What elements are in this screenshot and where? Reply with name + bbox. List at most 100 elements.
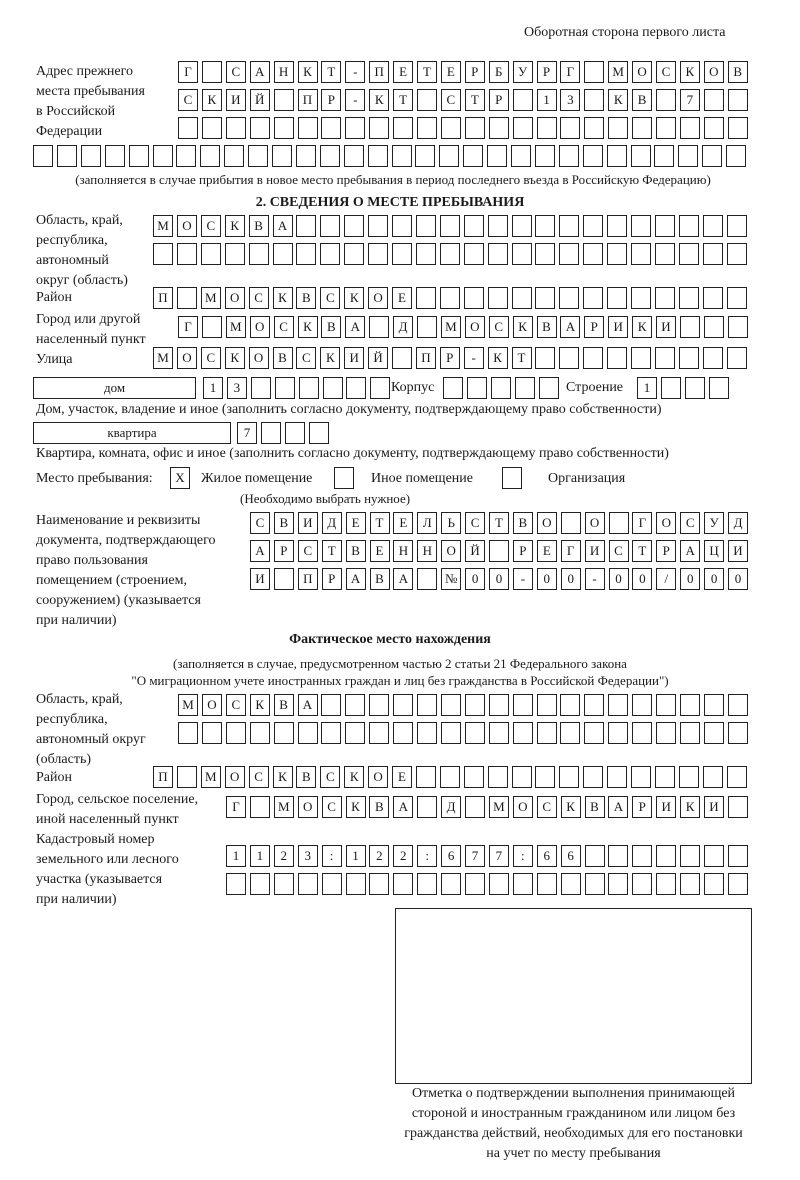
- char-cell[interactable]: [702, 287, 723, 309]
- char-cell[interactable]: [178, 117, 198, 139]
- char-cell[interactable]: Й: [368, 347, 389, 369]
- char-cell[interactable]: 7: [679, 89, 700, 111]
- char-cell[interactable]: 1: [249, 845, 270, 867]
- char-cell[interactable]: [560, 873, 581, 895]
- char-cell[interactable]: Д: [441, 796, 462, 818]
- char-cell[interactable]: [559, 766, 580, 788]
- char-cell[interactable]: Т: [393, 89, 414, 111]
- char-cell[interactable]: [558, 145, 579, 167]
- char-cell[interactable]: [393, 694, 414, 716]
- char-cell[interactable]: А: [345, 568, 366, 590]
- char-cell[interactable]: [584, 61, 605, 83]
- char-cell[interactable]: 2: [393, 845, 414, 867]
- char-cell[interactable]: [583, 287, 604, 309]
- char-cell[interactable]: С: [248, 287, 269, 309]
- char-cell[interactable]: [678, 287, 699, 309]
- char-cell[interactable]: В: [321, 316, 342, 338]
- char-cell[interactable]: М: [153, 347, 173, 369]
- char-cell[interactable]: [417, 873, 438, 895]
- char-cell[interactable]: [465, 873, 485, 895]
- char-cell[interactable]: Р: [584, 316, 605, 338]
- char-cell[interactable]: П: [153, 766, 173, 788]
- char-cell[interactable]: И: [656, 316, 676, 338]
- char-cell[interactable]: С: [656, 61, 676, 83]
- char-cell[interactable]: [345, 722, 366, 744]
- char-cell[interactable]: [273, 117, 294, 139]
- char-cell[interactable]: [224, 243, 245, 265]
- char-cell[interactable]: [512, 117, 533, 139]
- char-cell[interactable]: К: [272, 287, 293, 309]
- char-cell[interactable]: [392, 347, 412, 369]
- char-cell[interactable]: [631, 287, 651, 309]
- char-cell[interactable]: [512, 722, 533, 744]
- char-cell[interactable]: Т: [369, 512, 390, 534]
- char-cell[interactable]: [702, 766, 723, 788]
- char-cell[interactable]: [417, 796, 438, 818]
- char-cell[interactable]: [512, 89, 533, 111]
- char-cell[interactable]: С: [273, 316, 294, 338]
- char-cell[interactable]: [297, 117, 318, 139]
- char-cell[interactable]: М: [488, 796, 509, 818]
- char-cell[interactable]: Й: [249, 89, 270, 111]
- char-cell[interactable]: [656, 89, 676, 111]
- char-cell[interactable]: С: [440, 89, 461, 111]
- char-cell[interactable]: Н: [273, 61, 294, 83]
- char-cell[interactable]: О: [368, 287, 389, 309]
- char-cell[interactable]: [511, 766, 532, 788]
- char-cell[interactable]: В: [369, 568, 390, 590]
- char-cell[interactable]: С: [296, 347, 317, 369]
- char-cell[interactable]: [274, 377, 295, 399]
- char-cell[interactable]: [490, 377, 511, 399]
- char-cell[interactable]: [511, 287, 532, 309]
- char-cell[interactable]: [369, 694, 390, 716]
- char-cell[interactable]: [464, 722, 485, 744]
- char-cell[interactable]: [200, 145, 221, 167]
- char-cell[interactable]: [583, 766, 604, 788]
- char-cell[interactable]: О: [441, 540, 462, 562]
- char-cell[interactable]: [489, 540, 509, 562]
- char-cell[interactable]: А: [393, 796, 414, 818]
- char-cell[interactable]: Р: [273, 540, 294, 562]
- char-cell[interactable]: [727, 873, 748, 895]
- char-cell[interactable]: [201, 722, 222, 744]
- char-cell[interactable]: [656, 845, 677, 867]
- char-cell[interactable]: [487, 243, 508, 265]
- char-cell[interactable]: [512, 873, 533, 895]
- char-cell[interactable]: [249, 722, 270, 744]
- char-cell[interactable]: О: [201, 694, 222, 716]
- char-cell[interactable]: Е: [345, 512, 366, 534]
- char-cell[interactable]: [560, 117, 581, 139]
- char-cell[interactable]: [584, 845, 605, 867]
- char-cell[interactable]: [415, 766, 436, 788]
- char-cell[interactable]: [488, 694, 509, 716]
- char-cell[interactable]: Е: [392, 766, 412, 788]
- char-cell[interactable]: Д: [321, 512, 342, 534]
- char-cell[interactable]: В: [632, 89, 653, 111]
- char-cell[interactable]: [439, 766, 460, 788]
- char-cell[interactable]: К: [224, 347, 245, 369]
- char-cell[interactable]: И: [344, 347, 365, 369]
- house-type-field[interactable]: дом: [33, 377, 196, 399]
- char-cell[interactable]: М: [440, 316, 461, 338]
- char-cell[interactable]: [679, 117, 700, 139]
- char-cell[interactable]: [176, 145, 197, 167]
- char-cell[interactable]: В: [273, 512, 294, 534]
- char-cell[interactable]: [632, 694, 653, 716]
- char-cell[interactable]: [296, 215, 317, 237]
- char-cell[interactable]: [415, 145, 436, 167]
- char-cell[interactable]: №: [441, 568, 462, 590]
- char-cell[interactable]: [345, 873, 366, 895]
- char-cell[interactable]: [80, 145, 101, 167]
- char-cell[interactable]: [344, 243, 365, 265]
- char-cell[interactable]: [679, 694, 700, 716]
- char-cell[interactable]: [702, 215, 723, 237]
- char-cell[interactable]: [703, 89, 724, 111]
- char-cell[interactable]: [511, 243, 532, 265]
- char-cell[interactable]: [319, 145, 340, 167]
- char-cell[interactable]: М: [200, 287, 221, 309]
- char-cell[interactable]: [441, 873, 462, 895]
- char-cell[interactable]: Е: [393, 512, 414, 534]
- char-cell[interactable]: [726, 145, 747, 167]
- char-cell[interactable]: А: [393, 568, 414, 590]
- char-cell[interactable]: [368, 215, 389, 237]
